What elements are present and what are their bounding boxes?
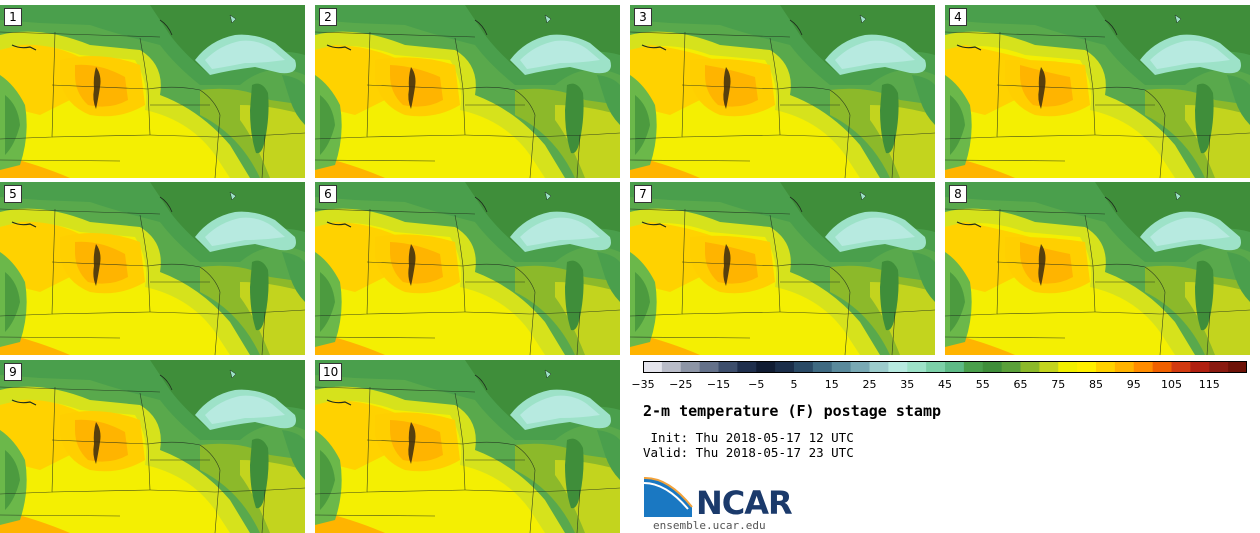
colorbar-bin <box>982 361 1003 373</box>
colorbar-bin <box>737 361 757 373</box>
colorbar-tick-label: 115 <box>1198 378 1220 391</box>
colorbar-bin <box>1020 361 1040 373</box>
stamp-label: 9 <box>4 363 22 381</box>
colorbar-bin <box>1152 361 1173 373</box>
colorbar-bin <box>1077 361 1097 373</box>
colorbar-tick-label: 45 <box>938 378 952 391</box>
stamp-label: 10 <box>319 363 343 381</box>
colorbar-bin <box>926 361 946 373</box>
colorbar-bin <box>812 361 833 373</box>
colorbar-bin <box>1058 361 1078 373</box>
colorbar-bin <box>907 361 927 373</box>
colorbar-tick-label: 105 <box>1161 378 1182 391</box>
stamp-label: 6 <box>319 185 337 203</box>
colorbar-frame <box>643 361 1247 373</box>
init-time: Init: Thu 2018-05-17 12 UTC <box>643 430 854 445</box>
colorbar-tick-labels: −35 −25 −15 −5 5 15 25 35 45 55 65 75 85 95 105 115 <box>631 378 1247 394</box>
stamp-panel-10: 10 <box>315 360 620 533</box>
stamp-panel-9: 9 <box>0 360 305 533</box>
colorbar-bin <box>775 361 795 373</box>
valid-time: Valid: Thu 2018-05-17 23 UTC <box>643 445 854 460</box>
stamp-label: 2 <box>319 8 337 26</box>
colorbar-bin <box>963 361 984 373</box>
colorbar-bin <box>699 361 720 373</box>
colorbar-tick-label: −35 <box>631 378 655 391</box>
ncar-logo-wordmark: NCAR <box>696 484 793 522</box>
colorbar-tick-label: 35 <box>900 378 915 391</box>
colorbar-bin <box>945 361 965 373</box>
colorbar-tick-label: 95 <box>1126 378 1141 391</box>
colorbar-bin <box>850 361 871 373</box>
colorbar-tick-label: 55 <box>975 378 990 391</box>
stamp-label: 3 <box>634 8 652 26</box>
stamp-label: 8 <box>949 185 967 203</box>
colorbar-bin <box>831 361 852 373</box>
colorbar-bin <box>1228 361 1247 373</box>
stamp-panel-2: 2 <box>315 5 620 178</box>
colorbar-tick-label: −5 <box>748 378 765 391</box>
colorbar-bin <box>661 361 682 373</box>
stamp-panel-7: 7 <box>630 182 935 355</box>
colorbar-bin <box>794 361 814 373</box>
colorbar-tick-label: 5 <box>790 378 798 391</box>
colorbar-bin <box>869 361 889 373</box>
stamp-label: 5 <box>4 185 22 203</box>
colorbar-tick-label: 25 <box>862 378 877 391</box>
colorbar <box>643 361 1247 373</box>
colorbar-bin <box>1190 361 1210 373</box>
colorbar-tick-label: 75 <box>1051 378 1066 391</box>
colorbar-bin <box>1096 361 1116 373</box>
colorbar-bin <box>718 361 738 373</box>
colorbar-bin <box>756 361 776 373</box>
colorbar-bin <box>1171 361 1191 373</box>
stamp-panel-8: 8 <box>945 182 1250 355</box>
stamp-label: 1 <box>4 8 22 26</box>
source-url: ensemble.ucar.edu <box>653 519 766 532</box>
ncar-logo-icon <box>643 476 693 517</box>
stamp-panel-3: 3 <box>630 5 935 178</box>
colorbar-tick-label: 85 <box>1089 378 1103 391</box>
stamp-panel-6: 6 <box>315 182 620 355</box>
figure-title: 2-m temperature (F) postage stamp <box>643 402 942 420</box>
stamp-label: 7 <box>634 185 652 203</box>
colorbar-tick-label: −25 <box>669 378 693 391</box>
colorbar-bin <box>1114 361 1135 373</box>
colorbar-bin <box>888 361 908 373</box>
colorbar-bin <box>1039 361 1059 373</box>
stamp-label: 4 <box>949 8 967 26</box>
colorbar-tick-label: 65 <box>1013 378 1028 391</box>
stamp-panel-1: 1 <box>0 5 305 178</box>
stamp-panel-4: 4 <box>945 5 1250 178</box>
colorbar-bin <box>680 361 701 373</box>
colorbar-tick-label: −15 <box>706 378 731 391</box>
colorbar-tick-label: 15 <box>824 378 839 391</box>
colorbar-bin <box>643 361 663 373</box>
colorbar-bin <box>1001 361 1022 373</box>
stamp-panel-5: 5 <box>0 182 305 355</box>
colorbar-bin <box>1133 361 1154 373</box>
colorbar-bin <box>1209 361 1229 373</box>
